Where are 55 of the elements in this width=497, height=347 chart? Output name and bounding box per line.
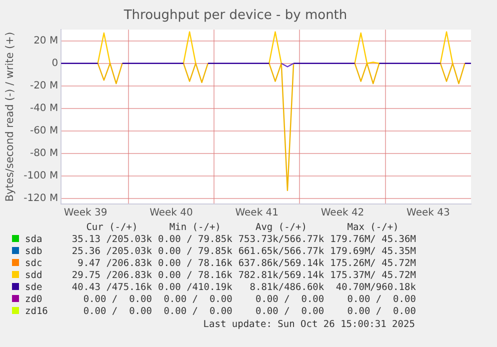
text: Avg (-/+): [254, 222, 308, 234]
text: 0.00 / 0.00: [82, 294, 152, 306]
legend-label: sdc: [24, 258, 44, 270]
y-tick-label: -100 M: [24, 170, 58, 182]
text: 0.00 / 0.00: [82, 306, 152, 318]
text: 661.65k/566.77k: [237, 246, 324, 258]
text: 40.70M/960.18k: [334, 282, 416, 294]
y-tick-label: 0: [52, 58, 58, 69]
text: 0.00 / 79.85k: [156, 246, 232, 258]
text: 179.69M/ 45.35M: [329, 246, 416, 258]
y-tick-label: -60 M: [30, 125, 58, 136]
x-tick-label: Week 41: [235, 208, 279, 219]
legend-label: zd0: [24, 294, 44, 306]
text: 175.26M/ 45.72M: [329, 258, 416, 270]
text: 0.00 / 78.16k: [156, 270, 232, 282]
text: 0.00 / 0.00: [346, 294, 416, 306]
legend-label: sdb: [24, 246, 44, 258]
text: Last update: Sun Oct 26 15:00:31 2025: [202, 318, 416, 332]
text: Max (-/+): [346, 222, 400, 234]
y-tick-label: -120 M: [24, 192, 58, 204]
legend-label: sdd: [24, 270, 44, 282]
text: 8.81k/486.60k: [248, 282, 324, 294]
legend-label: zd16: [24, 306, 49, 318]
text: 179.76M/ 45.36M: [329, 234, 416, 246]
text: 0.00 / 0.00: [346, 306, 416, 318]
text: 0.00 / 78.16k: [156, 258, 232, 270]
text: 0.00 / 0.00: [254, 294, 324, 306]
text: 0.00 / 0.00: [254, 306, 324, 318]
y-tick-label: -40 M: [30, 102, 58, 114]
text: 35.13 /205.03k: [70, 234, 152, 246]
text: 0.00 /410.19k: [156, 282, 232, 294]
y-tick-label: 20 M: [34, 35, 58, 46]
y-axis-title: Bytes/second read (-) / write (+): [4, 32, 16, 202]
text: 29.75 /206.83k: [70, 270, 152, 282]
text: 25.36 /205.03k: [70, 246, 152, 258]
text: 0.00 / 79.85k: [156, 234, 232, 246]
x-tick-label: Week 40: [150, 208, 193, 219]
text: 175.37M/ 45.72M: [329, 270, 416, 282]
text: Cur (-/+): [85, 222, 139, 234]
legend-label: sde: [24, 282, 44, 294]
chart-title: Throughput per device - by month: [122, 8, 348, 24]
x-tick-label: Week 42: [320, 208, 364, 219]
legend-label: sda: [24, 234, 44, 246]
text: 0.00 / 0.00: [162, 294, 232, 306]
text: 637.86k/569.14k: [237, 258, 324, 270]
text: 782.81k/569.14k: [237, 270, 324, 282]
text: Min (-/+): [168, 222, 222, 234]
y-tick-label: -20 M: [30, 80, 58, 92]
text: 9.47 /206.83k: [76, 258, 152, 270]
text: 753.73k/566.77k: [237, 234, 324, 246]
x-tick-label: Week 39: [64, 208, 108, 219]
text: 40.43 /475.16k: [70, 282, 152, 294]
y-tick-label: -80 M: [30, 148, 58, 159]
x-tick-label: Week 43: [406, 208, 450, 219]
text: 0.00 / 0.00: [162, 306, 232, 318]
